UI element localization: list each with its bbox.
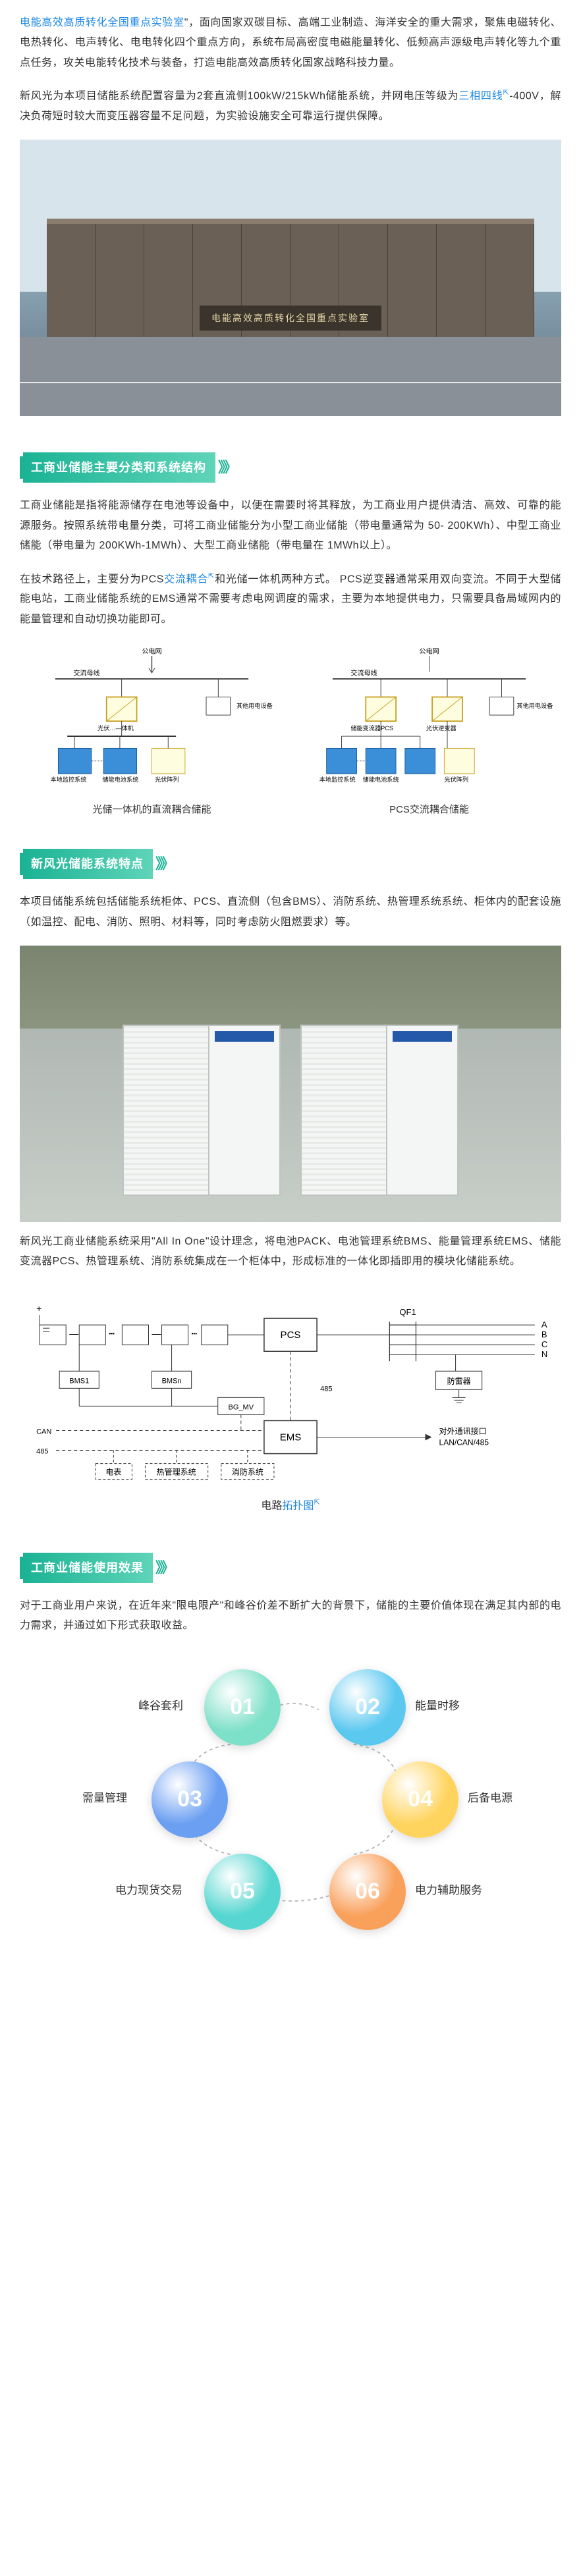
intro-p1: 电能高效高质转化全国重点实验室"，面向国家双碳目标、高端工业制造、海洋安全的重大… <box>20 13 561 73</box>
building-photo: 电能高效高质转化全国重点实验室 <box>20 140 561 416</box>
bubble-number: 05 <box>230 1870 255 1913</box>
svg-text:对外通讯接口: 对外通讯接口 <box>439 1426 487 1436</box>
ac-coupling-svg: 公电网 交流母线 其他用电设备 储能变流器PCS 光伏逆变器 <box>297 643 561 788</box>
dc-coupling-svg: 公电网 交流母线 其他用电设备 光伏…—体机 本地监控系统 <box>20 643 284 788</box>
citation-sup-icon: ⇱ <box>503 89 510 97</box>
svg-text:消防系统: 消防系统 <box>232 1466 263 1476</box>
svg-text:其他用电设备: 其他用电设备 <box>236 702 273 709</box>
svg-text:BMS1: BMS1 <box>69 1377 89 1385</box>
intro-p2-a: 新风光为本项目储能系统配置容量为2套直流侧100kW/215kWh储能系统，并网… <box>20 91 458 102</box>
diagram-dc: 公电网 交流母线 其他用电设备 光伏…—体机 本地监控系统 <box>20 643 284 819</box>
diagram-ac: 公电网 交流母线 其他用电设备 储能变流器PCS 光伏逆变器 <box>297 643 561 819</box>
section2-p2: 新风光工商业储能系统采用"All In One"设计理念，将电池PACK、电池管… <box>20 1232 561 1272</box>
bubble-number: 02 <box>355 1686 380 1729</box>
building-sign: 电能高效高质转化全国重点实验室 <box>200 306 381 331</box>
svg-text:储能电池系统: 储能电池系统 <box>363 776 399 783</box>
bubble-label: 电力辅助服务 <box>415 1880 482 1901</box>
benefit-bubble: 03 <box>152 1761 228 1838</box>
bubble-number: 06 <box>355 1870 380 1913</box>
svg-text:本地监控系统: 本地监控系统 <box>51 776 87 783</box>
section3-p1: 对于工商业用户来说，在近年来"限电限产"和峰谷价差不断扩大的背景下，储能的主要价… <box>20 1596 561 1636</box>
svg-text:—: — <box>152 1328 161 1339</box>
bubble-label: 峰谷套利 <box>138 1696 183 1717</box>
section1-p2a: 在技术路径上，主要分为PCS <box>20 574 164 585</box>
svg-text:┅: ┅ <box>109 1328 115 1339</box>
section1-title: 工商业储能主要分类和系统结构 <box>23 452 215 483</box>
svg-text:QF1: QF1 <box>399 1307 416 1317</box>
chevrons-right-icon: 》》 <box>155 850 172 878</box>
ac-coupling-link[interactable]: 交流耦合 <box>164 574 208 585</box>
svg-text:光伏逆变器: 光伏逆变器 <box>426 724 456 732</box>
svg-text:交流母线: 交流母线 <box>350 669 377 678</box>
topology-svg: — ┅ — ┅ + PCS QF1 A B C N <box>20 1299 561 1484</box>
svg-text:光伏阵列: 光伏阵列 <box>444 776 468 783</box>
svg-text:公电网: 公电网 <box>419 647 439 656</box>
svg-text:┅: ┅ <box>192 1328 198 1339</box>
diagram-row: 公电网 交流母线 其他用电设备 光伏…—体机 本地监控系统 <box>20 643 561 819</box>
svg-text:电表: 电表 <box>105 1467 121 1476</box>
benefit-bubble: 06 <box>329 1854 406 1930</box>
svg-text:光伏阵列: 光伏阵列 <box>155 776 179 783</box>
bubble-chart: 01 峰谷套利 02 能量时移 03 需量管理 04 后备电源 05 电力现货交易 06 电力辅助服务 <box>20 1650 561 1952</box>
section1-p2: 在技术路径上，主要分为PCS交流耦合⇱和光储一体机两种方式。 PCS逆变器通常采… <box>20 570 561 630</box>
bubble-number: 01 <box>230 1686 255 1729</box>
svg-text:PCS: PCS <box>281 1329 301 1341</box>
bubble-label: 电力现货交易 <box>115 1880 182 1901</box>
svg-text:+: + <box>36 1303 42 1314</box>
svg-text:交流母线: 交流母线 <box>73 669 99 678</box>
bubble-label: 需量管理 <box>82 1788 127 1809</box>
bubble-label: 后备电源 <box>468 1788 512 1809</box>
section3-header: 工商业储能使用效果 》》 <box>20 1553 172 1583</box>
section2-header: 新风光储能系统特点 》》 <box>20 849 172 879</box>
svg-text:热管理系统: 热管理系统 <box>157 1466 196 1476</box>
bubble-number: 04 <box>408 1778 433 1821</box>
svg-text:C: C <box>541 1339 547 1349</box>
svg-text:485: 485 <box>36 1447 48 1455</box>
svg-text:485: 485 <box>320 1385 332 1393</box>
svg-text:LAN/CAN/485: LAN/CAN/485 <box>439 1437 489 1447</box>
bubble-number: 03 <box>177 1778 202 1821</box>
svg-text:A: A <box>541 1320 547 1329</box>
benefit-bubble: 01 <box>204 1669 281 1746</box>
svg-text:N: N <box>541 1349 547 1359</box>
svg-text:EMS: EMS <box>280 1432 302 1443</box>
diag2-caption: PCS交流耦合储能 <box>297 801 561 820</box>
svg-text:公电网: 公电网 <box>142 647 161 656</box>
svg-text:—: — <box>69 1328 79 1339</box>
section2-p1: 本项目储能系统包括储能系统柜体、PCS、直流侧（包含BMS）、消防系统、热管理系… <box>20 892 561 932</box>
diag1-caption: 光储一体机的直流耦合储能 <box>20 801 284 820</box>
section1-p1: 工商业储能是指将能源储存在电池等设备中，以便在需要时将其释放，为工商业用户提供清… <box>20 496 561 556</box>
svg-text:储能变流器PCS: 储能变流器PCS <box>350 724 393 732</box>
benefit-bubble: 02 <box>329 1669 406 1746</box>
svg-text:储能电池系统: 储能电池系统 <box>102 776 138 783</box>
intro-p2: 新风光为本项目储能系统配置容量为2套直流侧100kW/215kWh储能系统，并网… <box>20 86 561 126</box>
cabinet-photo <box>20 946 561 1222</box>
section2-title: 新风光储能系统特点 <box>23 849 153 879</box>
chevrons-right-icon: 》》 <box>155 1554 172 1582</box>
svg-text:CAN: CAN <box>36 1428 51 1436</box>
lab-link[interactable]: 电能高效高质转化全国重点实验室 <box>20 17 184 28</box>
section1-header: 工商业储能主要分类和系统结构 》》 <box>20 452 235 483</box>
benefit-bubble: 04 <box>382 1761 458 1838</box>
svg-text:光伏…—体机: 光伏…—体机 <box>97 724 134 732</box>
svg-text:其他用电设备: 其他用电设备 <box>516 702 553 709</box>
topology-caption: 电路拓扑图⇱ <box>20 1496 561 1516</box>
topology-link[interactable]: 拓扑图 <box>282 1500 314 1511</box>
svg-text:防雷器: 防雷器 <box>447 1376 471 1385</box>
section3-title: 工商业储能使用效果 <box>23 1553 153 1583</box>
svg-text:本地监控系统: 本地监控系统 <box>319 776 356 783</box>
citation-sup-icon: ⇱ <box>314 1499 319 1507</box>
svg-text:BG_MV: BG_MV <box>229 1403 254 1411</box>
citation-sup-icon: ⇱ <box>208 572 215 580</box>
topo-cap-a: 电路 <box>261 1500 282 1511</box>
benefit-bubble: 05 <box>204 1854 281 1930</box>
three-phase-link[interactable]: 三相四线 <box>458 91 503 102</box>
svg-text:B: B <box>541 1329 547 1339</box>
svg-text:BMSn: BMSn <box>162 1377 182 1385</box>
bubble-label: 能量时移 <box>415 1696 460 1717</box>
chevrons-right-icon: 》》 <box>218 454 235 481</box>
